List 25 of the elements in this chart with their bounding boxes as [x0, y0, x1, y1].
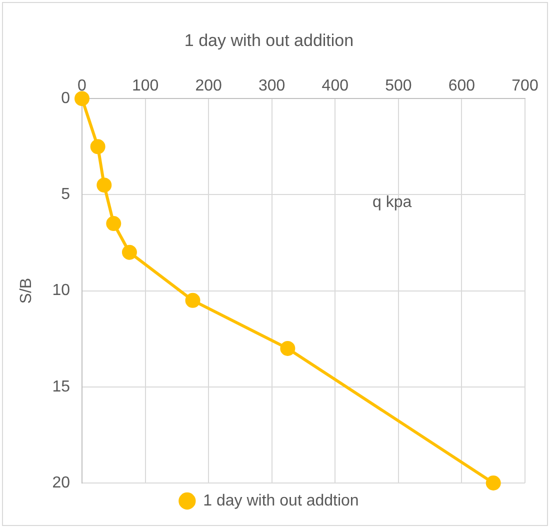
- y-tick-label: 10: [52, 282, 70, 300]
- point: [122, 244, 137, 260]
- x-tick-label: 200: [195, 77, 222, 94]
- x-tick-label: 0: [78, 77, 87, 94]
- x-tick-label: 500: [385, 77, 412, 94]
- point: [280, 340, 296, 356]
- legend-label: 1 day with out addtion: [203, 492, 359, 510]
- x-tick-label: 400: [322, 77, 349, 94]
- y-tick-label: 15: [52, 378, 70, 396]
- point: [185, 292, 200, 308]
- y-tick-label: 5: [61, 186, 70, 204]
- x-axis-title: q kpa: [372, 194, 412, 211]
- point: [90, 139, 106, 154]
- point: [486, 476, 501, 490]
- x-tick-label: 100: [132, 77, 159, 94]
- x-tick-label: 700: [512, 77, 538, 94]
- y-axis-title: S/B: [18, 278, 36, 304]
- point: [74, 91, 90, 106]
- y-tick-label: 20: [52, 474, 70, 492]
- y-tick-label: 0: [61, 90, 70, 108]
- x-tick-label: 300: [258, 77, 286, 94]
- chart-title: 1 day with out addition: [184, 30, 354, 50]
- x-tick-label: 600: [448, 77, 476, 94]
- point: [96, 178, 112, 193]
- point: [106, 216, 122, 232]
